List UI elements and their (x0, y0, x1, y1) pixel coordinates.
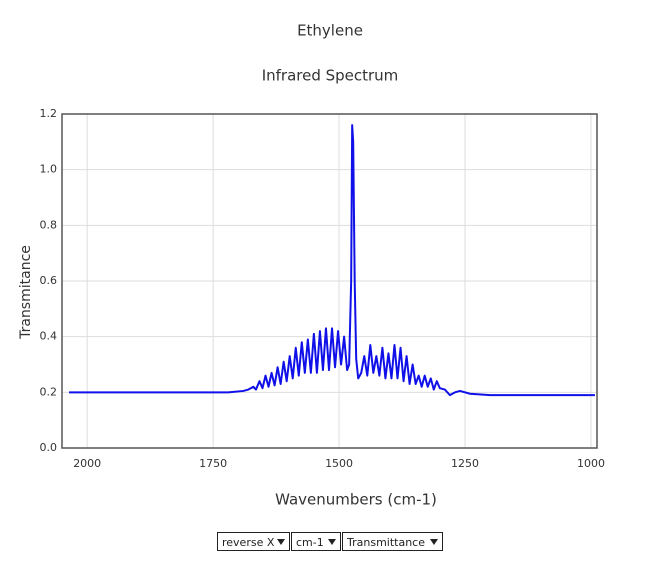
x-tick-label: 1750 (199, 457, 227, 470)
chart-title: Ethylene (297, 22, 363, 40)
spectrum-line (69, 124, 595, 397)
chart: Ethylene Infrared Spectrum Wavenumbers (… (18, 22, 605, 509)
y-tick-label: 0.8 (40, 218, 58, 231)
x-tick-label: 1250 (451, 457, 479, 470)
y-tick-label: 0.4 (40, 330, 58, 343)
x-axis-label: Wavenumbers (cm-1) (275, 491, 437, 509)
plot-frame (61, 113, 598, 449)
dropdown-label: reverse X (222, 536, 275, 549)
x-tick-label: 2000 (73, 457, 101, 470)
x-tick-label: 1500 (325, 457, 353, 470)
y-axis-label: Transmitance (18, 245, 34, 340)
dropdown-label: cm-1 (296, 536, 324, 549)
y-tick-label: 1.0 (40, 163, 58, 176)
dropdown-arrow (277, 539, 285, 545)
chart-subtitle: Infrared Spectrum (262, 67, 399, 85)
dropdown[interactable]: reverse X (217, 532, 290, 551)
y-tick-label: 0.6 (40, 274, 58, 287)
dropdown[interactable]: Transmittance (342, 532, 443, 551)
y-tick-label: 1.2 (40, 107, 58, 120)
y-tick-label: 0.0 (40, 441, 58, 454)
dropdown-arrow (328, 539, 336, 545)
dropdown-label: Transmittance (347, 536, 425, 549)
dropdown[interactable]: cm-1 (291, 532, 341, 551)
dropdown-arrow (430, 539, 438, 545)
x-tick-label: 1000 (577, 457, 605, 470)
y-tick-label: 0.2 (40, 385, 58, 398)
